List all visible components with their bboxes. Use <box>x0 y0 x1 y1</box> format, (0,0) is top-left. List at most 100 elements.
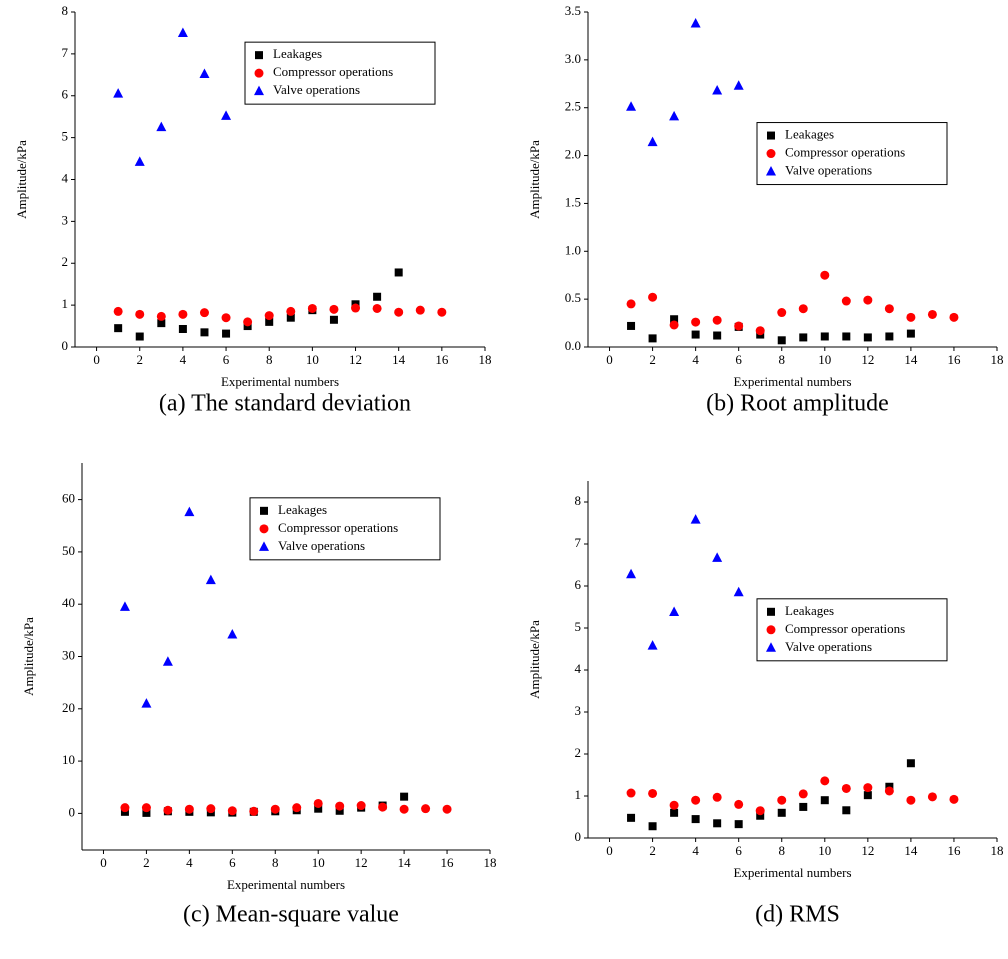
x-tick-label: 16 <box>435 352 449 367</box>
marker-triangle <box>141 698 152 708</box>
legend-box <box>249 497 441 561</box>
marker-square <box>648 822 657 831</box>
marker-circle <box>734 321 744 331</box>
marker-circle <box>421 804 431 814</box>
marker-circle <box>163 805 173 815</box>
marker-circle <box>691 795 701 805</box>
marker-square <box>777 808 786 817</box>
x-axis-label: Experimental numbers <box>221 374 339 389</box>
legend-label: Leakages <box>785 127 834 142</box>
legend-label: Compressor operations <box>278 520 398 535</box>
marker-circle <box>949 794 959 804</box>
marker-triangle <box>205 574 216 585</box>
marker-triangle <box>626 101 637 111</box>
x-tick-label: 4 <box>692 352 699 367</box>
y-tick-label: 0 <box>69 804 76 819</box>
x-tick-label: 4 <box>186 855 193 870</box>
y-tick-label: 0.0 <box>565 338 581 353</box>
marker-circle <box>270 804 280 814</box>
marker-triangle <box>254 85 264 96</box>
marker-circle <box>329 304 339 314</box>
marker-circle <box>648 292 658 302</box>
y-tick-label: 8 <box>575 493 582 508</box>
y-tick-label: 6 <box>575 577 582 592</box>
y-tick-label: 7 <box>62 45 69 60</box>
marker-circle <box>927 309 937 319</box>
marker-circle <box>184 804 194 814</box>
marker-circle <box>156 311 166 321</box>
marker-square <box>885 332 894 341</box>
marker-circle <box>249 806 259 816</box>
panel-caption: (c) Mean-square value <box>183 902 399 928</box>
marker-triangle <box>119 601 130 611</box>
y-tick-label: 5 <box>62 129 69 144</box>
marker-circle <box>841 783 851 793</box>
marker-circle <box>178 309 188 319</box>
marker-circle <box>199 308 209 318</box>
marker-circle <box>221 313 231 323</box>
marker-square <box>842 806 851 815</box>
marker-circle <box>798 304 808 314</box>
marker-triangle <box>647 136 658 147</box>
x-tick-label: 16 <box>947 352 961 367</box>
y-tick-label: 3 <box>62 212 69 227</box>
marker-circle <box>113 306 123 316</box>
x-tick-label: 8 <box>272 855 279 870</box>
marker-square <box>691 330 700 339</box>
marker-circle <box>906 312 916 322</box>
y-axis-label: Amplitude/kPa <box>527 140 542 219</box>
marker-square <box>713 331 722 340</box>
x-tick-label: 0 <box>606 843 613 858</box>
marker-circle <box>378 802 388 812</box>
marker-square <box>314 804 323 813</box>
panel-caption: (b) Root amplitude <box>706 391 889 417</box>
y-tick-label: 0 <box>575 829 582 844</box>
panel-caption: (d) RMS <box>755 902 840 928</box>
marker-triangle <box>113 88 124 98</box>
panel: 0 2 4 6 8 10 12 14 16 18 0 10 20 30 40 50 60 Experimental… <box>21 463 497 928</box>
marker-circle <box>863 295 873 305</box>
marker-circle <box>669 800 679 810</box>
marker-square <box>767 131 775 140</box>
legend-label: Valve operations <box>278 538 365 553</box>
marker-triangle <box>690 514 701 524</box>
marker-circle <box>669 320 679 330</box>
marker-circle <box>313 798 323 808</box>
marker-circle <box>206 804 216 814</box>
legend-label: Valve operations <box>785 163 872 178</box>
y-tick-label: 1.5 <box>565 194 581 209</box>
x-tick-label: 14 <box>398 855 412 870</box>
marker-square <box>255 51 263 60</box>
marker-square <box>691 815 700 824</box>
legend-label: Compressor operations <box>273 64 393 79</box>
x-tick-label: 12 <box>355 855 368 870</box>
y-tick-label: 50 <box>62 543 75 558</box>
marker-circle <box>863 783 873 793</box>
marker-circle <box>906 795 916 805</box>
x-tick-label: 6 <box>229 855 236 870</box>
x-tick-label: 12 <box>861 843 874 858</box>
marker-circle <box>766 149 776 159</box>
y-tick-label: 1 <box>575 787 582 802</box>
x-axis-label: Experimental numbers <box>733 374 851 389</box>
marker-triangle <box>733 80 744 90</box>
marker-square <box>648 334 657 343</box>
marker-square <box>200 328 209 337</box>
x-tick-label: 10 <box>818 843 831 858</box>
x-tick-label: 16 <box>441 855 455 870</box>
marker-circle <box>399 804 409 814</box>
marker-circle <box>820 270 830 280</box>
marker-circle <box>691 317 701 327</box>
x-tick-label: 12 <box>861 352 874 367</box>
marker-square <box>373 292 382 301</box>
legend-label: Compressor operations <box>785 621 905 636</box>
marker-circle <box>286 306 296 316</box>
marker-square <box>157 319 166 328</box>
y-tick-label: 8 <box>62 3 69 18</box>
x-tick-label: 4 <box>180 352 187 367</box>
panel-caption: (a) The standard deviation <box>159 391 411 417</box>
marker-square <box>734 820 743 829</box>
